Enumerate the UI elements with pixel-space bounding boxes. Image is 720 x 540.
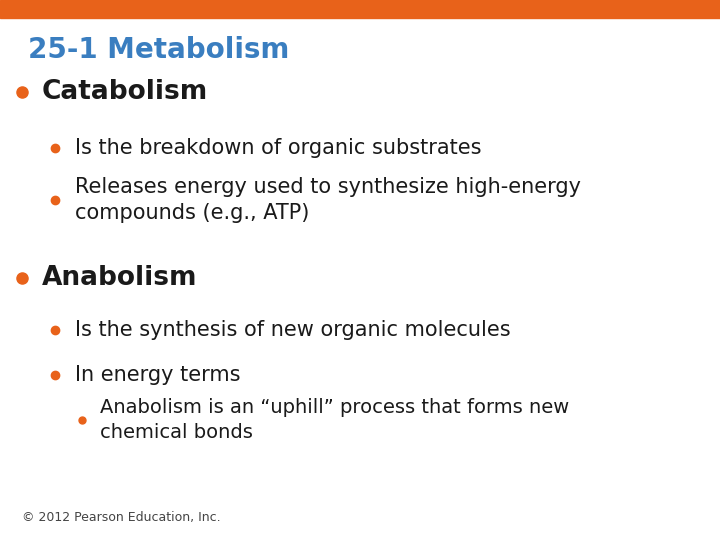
Text: Releases energy used to synthesize high-energy
compounds (e.g., ATP): Releases energy used to synthesize high-… bbox=[75, 177, 581, 223]
Text: Catabolism: Catabolism bbox=[42, 79, 208, 105]
Text: 25-1 Metabolism: 25-1 Metabolism bbox=[28, 36, 289, 64]
Text: In energy terms: In energy terms bbox=[75, 365, 240, 385]
Text: © 2012 Pearson Education, Inc.: © 2012 Pearson Education, Inc. bbox=[22, 511, 220, 524]
Text: Is the breakdown of organic substrates: Is the breakdown of organic substrates bbox=[75, 138, 482, 158]
Text: Is the synthesis of new organic molecules: Is the synthesis of new organic molecule… bbox=[75, 320, 510, 340]
Text: Anabolism: Anabolism bbox=[42, 265, 197, 291]
Text: Anabolism is an “uphill” process that forms new
chemical bonds: Anabolism is an “uphill” process that fo… bbox=[100, 399, 570, 442]
Bar bbox=[0, 0, 720, 18]
